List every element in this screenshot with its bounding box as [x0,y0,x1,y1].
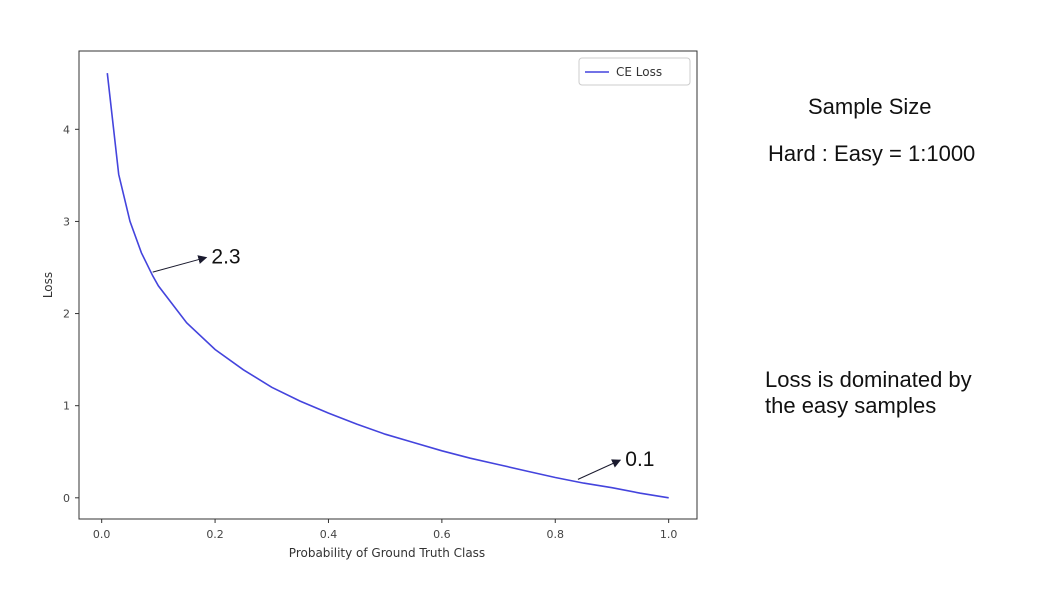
x-tick-label: 0.2 [206,528,224,541]
y-axis-label: Loss [41,272,55,298]
x-tick-label: 1.0 [660,528,678,541]
legend-label: CE Loss [616,65,662,79]
sample-size-heading: Sample Size [808,94,932,119]
annotation-label: 0.1 [625,448,654,471]
y-tick-label: 4 [63,123,70,136]
hard-easy-ratio: Hard : Easy = 1:1000 [768,141,976,166]
y-tick-label: 2 [63,308,70,321]
x-tick-label: 0.4 [320,528,338,541]
ce-loss-line [106,73,669,499]
legend-box [578,57,691,86]
x-axis: 0.0 0.2 0.4 0.6 0.8 1.0 [93,519,677,541]
x-tick-label: 0.8 [547,528,565,541]
dominated-note-line2: the easy samples [765,393,937,418]
x-tick-label: 0.6 [433,528,451,541]
annotation-arrow [577,459,622,480]
y-tick-label: 1 [63,400,70,413]
annotation-label: 2.3 [211,245,240,268]
legend: CE Loss [578,57,691,86]
x-axis-label: Probability of Ground Truth Class [289,546,485,560]
annotations: 2.3 0.1 [152,245,654,480]
y-tick-label: 0 [63,492,70,505]
x-tick-label: 0.0 [93,528,111,541]
dominated-note-line1: Loss is dominated by [765,367,972,392]
plot-area [78,50,698,520]
y-tick-label: 3 [63,215,70,228]
y-axis: 0 1 2 3 4 [63,123,79,505]
annotation-arrow [152,255,208,273]
